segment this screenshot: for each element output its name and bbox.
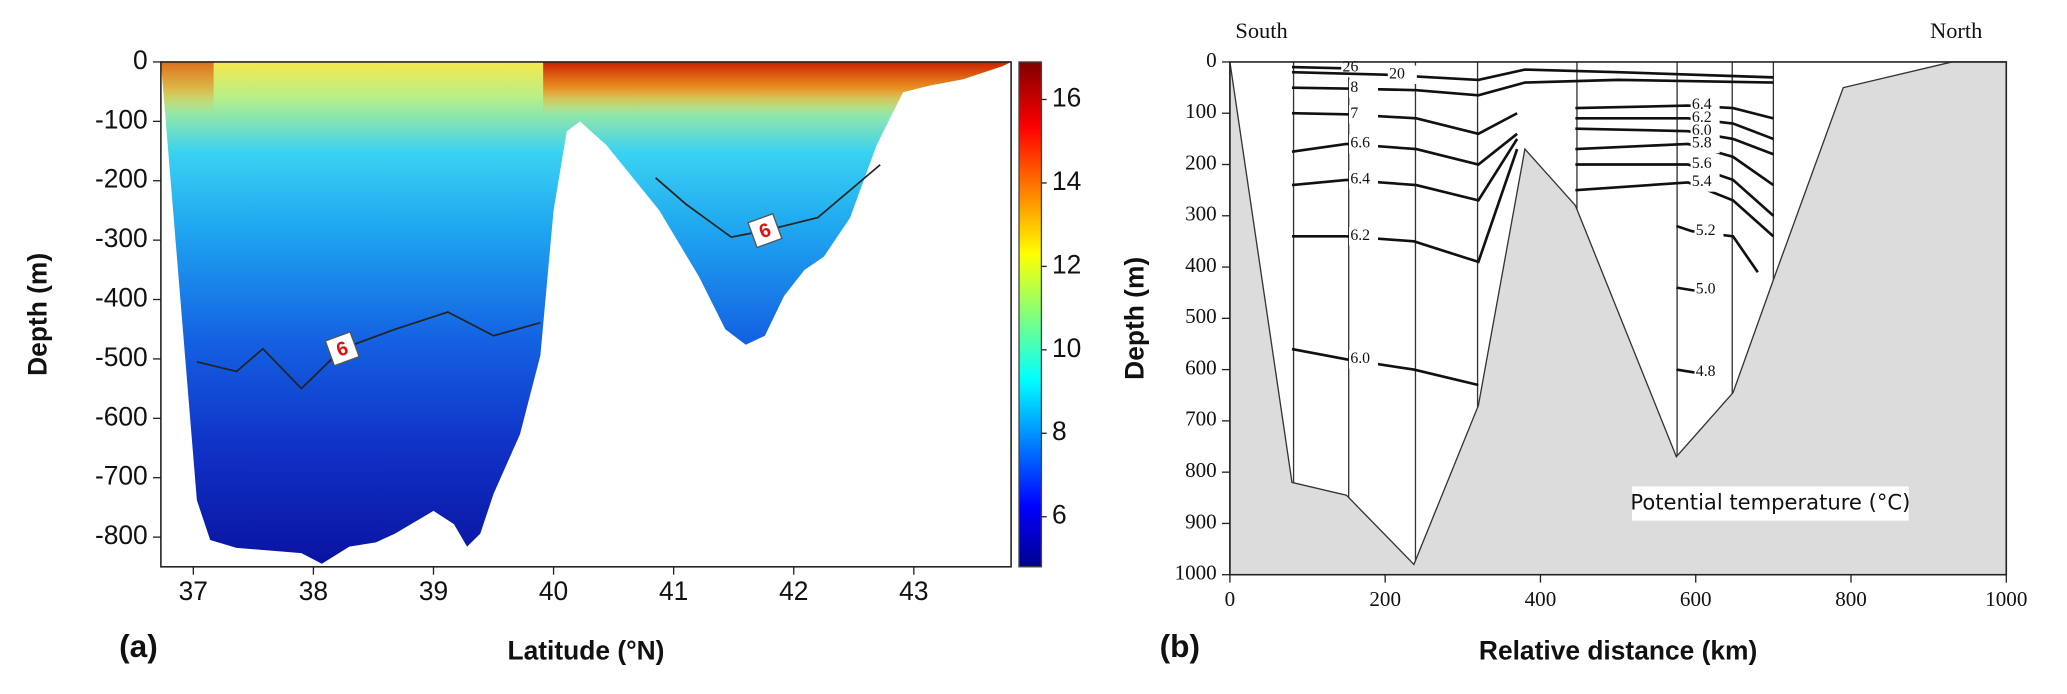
colorbar-tick-label: 16 — [1052, 82, 1081, 112]
y-axis-title: Depth (m) — [1119, 257, 1149, 380]
panel-label: (a) — [119, 628, 158, 664]
contour-label: 20 — [1389, 65, 1405, 82]
x-tick-label: 800 — [1835, 587, 1867, 611]
y-tick-label: -500 — [95, 342, 148, 372]
y-tick-label: -700 — [95, 461, 148, 491]
y-tick-label: 1000 — [1175, 561, 1217, 585]
x-tick-label: 600 — [1680, 587, 1712, 611]
y-tick-label: -400 — [95, 282, 148, 312]
x-tick-label: 38 — [299, 576, 328, 606]
contour-label: 26 — [1343, 59, 1359, 76]
y-tick-label: -600 — [95, 401, 148, 431]
contour-label-bg — [1694, 221, 1724, 241]
surface-warm — [160, 61, 214, 115]
annotation: North — [1930, 18, 1982, 43]
x-axis-title: Relative distance (km) — [1479, 635, 1757, 665]
x-tick-label: 39 — [419, 576, 448, 606]
colorbar-tick-label: 10 — [1052, 333, 1081, 363]
isotherm — [1291, 138, 1519, 202]
contour-label-bg — [1348, 105, 1378, 124]
contour-label: 6.0 — [1692, 122, 1712, 139]
x-tick-label: 43 — [899, 576, 928, 606]
y-tick-label: 900 — [1185, 509, 1217, 533]
y-tick-label: 500 — [1185, 304, 1217, 328]
contour-label: 5.4 — [1692, 173, 1712, 190]
contour-label: 5.2 — [1696, 222, 1716, 239]
contour-label-bg — [324, 331, 360, 367]
plot-frame — [160, 61, 1012, 568]
y-tick-label: 200 — [1185, 150, 1217, 174]
contour-label-bg — [1348, 227, 1378, 246]
contour-label-bg — [1690, 173, 1720, 192]
y-tick-label: 700 — [1185, 407, 1217, 431]
x-tick-label: 40 — [539, 576, 568, 606]
annotation: South — [1235, 18, 1287, 43]
contour-label: 6.0 — [1350, 350, 1370, 367]
y-tick-label: -100 — [95, 104, 148, 134]
contour-label: 4.8 — [1696, 363, 1716, 380]
isotherm — [1291, 78, 1774, 97]
annotation: Potential temperature (°C) — [1630, 490, 1910, 515]
contour-label: 6.6 — [1350, 135, 1370, 152]
y-tick-label: 0 — [1206, 48, 1217, 72]
contour-label-bg — [1348, 134, 1378, 154]
colorbar-tick-label: 6 — [1052, 500, 1067, 530]
contour-label: 6.2 — [1350, 227, 1370, 244]
contour-label-bg — [1348, 350, 1378, 369]
x-tick-label: 0 — [1225, 587, 1236, 611]
isotherm — [1291, 347, 1479, 387]
contour-label: 5.0 — [1696, 281, 1716, 298]
colorbar-tick-label: 14 — [1052, 166, 1081, 196]
surface-warm — [543, 61, 1012, 115]
x-tick-label: 400 — [1525, 587, 1557, 611]
contour-label-bg — [747, 212, 783, 249]
contour-label-bg — [1690, 155, 1720, 174]
y-tick-label: 100 — [1185, 99, 1217, 123]
isotherm — [655, 164, 881, 239]
colorbar-tick-label: 12 — [1052, 249, 1081, 279]
x-tick-label: 41 — [659, 576, 688, 606]
temperature-field — [160, 61, 1012, 564]
x-axis-title: Latitude (°N) — [508, 635, 665, 665]
annotation-bg — [1631, 486, 1909, 521]
contour-label-bg — [1690, 134, 1720, 154]
contour-label: 6.2 — [1692, 109, 1712, 126]
y-tick-label: 800 — [1185, 458, 1217, 482]
x-tick-label: 37 — [179, 576, 208, 606]
contour-label-bg — [1694, 280, 1724, 300]
y-tick-label: 0 — [133, 45, 148, 75]
x-tick-label: 42 — [779, 576, 808, 606]
panel-label: (b) — [1160, 628, 1200, 664]
isotherm — [1291, 68, 1774, 82]
contour-label: 7 — [1350, 105, 1358, 122]
isotherm — [1291, 111, 1518, 136]
y-tick-label: 300 — [1185, 202, 1217, 226]
contour-label: 6.4 — [1692, 96, 1712, 113]
isotherm — [1291, 132, 1518, 166]
x-tick-label: 1000 — [1985, 587, 2027, 611]
contour-label: 8 — [1350, 79, 1358, 96]
y-tick-label: 400 — [1185, 253, 1217, 277]
x-tick-label: 200 — [1369, 587, 1401, 611]
plot-frame — [1229, 61, 2008, 576]
y-tick-label: 600 — [1185, 355, 1217, 379]
y-tick-label: -800 — [95, 520, 148, 550]
contour-label-bg — [1694, 362, 1724, 382]
contour-label-bg — [1348, 79, 1378, 98]
contour-label: 5.6 — [1692, 155, 1712, 172]
contour-label-bg — [1387, 65, 1417, 84]
contour-label: 6.4 — [1350, 171, 1370, 188]
colorbar — [1018, 61, 1043, 568]
y-tick-label: -200 — [95, 164, 148, 194]
y-tick-label: -300 — [95, 223, 148, 253]
contour-label: 5.8 — [1692, 135, 1712, 152]
y-axis-title: Depth (m) — [23, 253, 53, 376]
contour-label-bg — [1348, 170, 1378, 190]
colorbar-tick-label: 8 — [1052, 416, 1067, 446]
isotherm — [1291, 65, 1347, 70]
isotherm — [1291, 148, 1519, 264]
